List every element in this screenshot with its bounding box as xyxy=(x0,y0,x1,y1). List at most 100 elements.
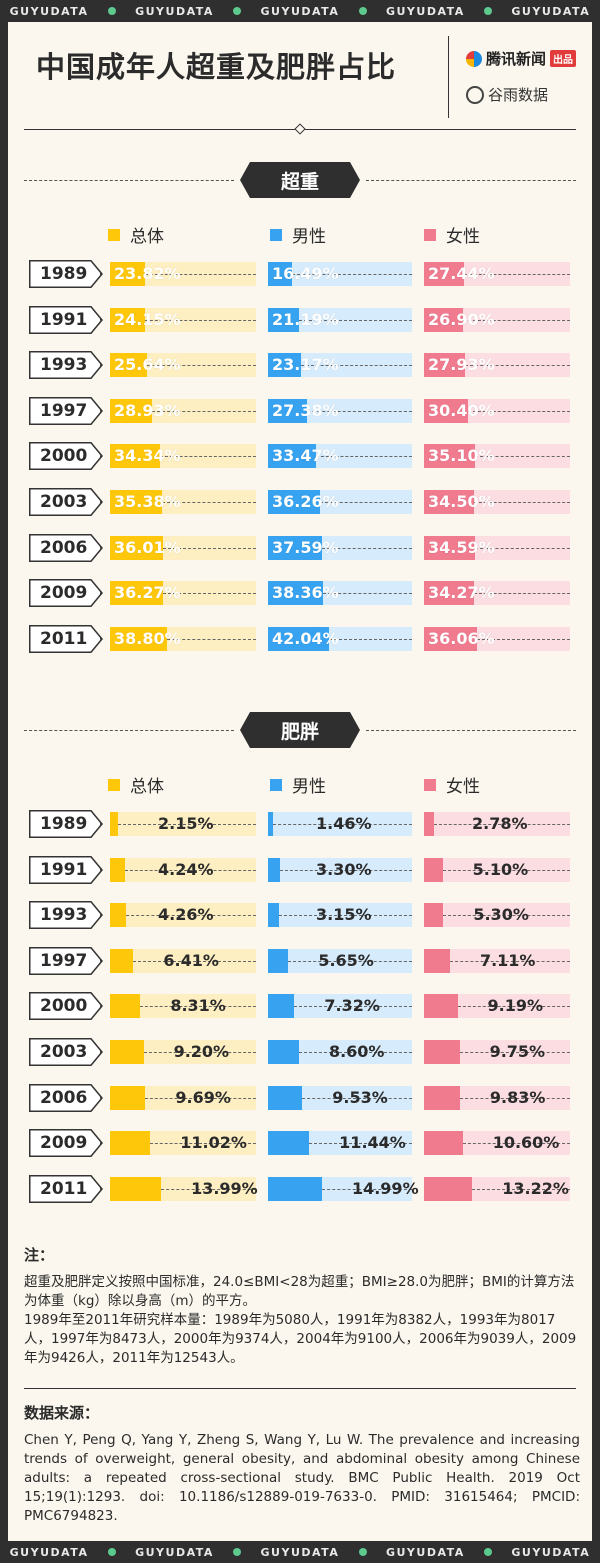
year-tag: 2009 xyxy=(29,579,101,608)
data-label: 13.22% xyxy=(502,1178,569,1198)
obesity-row: 2000 8.31% 7.32% 9.19% xyxy=(0,992,600,1022)
obesity-row: 2009 11.02% 11.44% 10.60% xyxy=(0,1129,600,1159)
bar-obesity-2 xyxy=(424,1176,473,1201)
bar-guide xyxy=(459,1052,570,1053)
overweight-row: 1993 25.64% 23.17% 27.93% xyxy=(0,351,600,381)
year-tag-outline xyxy=(29,488,103,516)
bar-guide xyxy=(125,915,256,917)
overweight-row: 1991 24.15% 21.19% 26.90% xyxy=(0,305,600,336)
brand-primary-label: 腾讯新闻 xyxy=(486,50,547,68)
bar-guide xyxy=(443,915,570,917)
year-tag: 2006 xyxy=(29,533,101,562)
bar-guide xyxy=(143,1052,256,1053)
bar-cell: 7.11% xyxy=(424,948,570,973)
bar-cell: 5.30% xyxy=(424,903,570,928)
bar-obesity-1 xyxy=(268,994,295,1019)
data-label: 1.46% xyxy=(316,814,372,833)
legend-label: 总体 xyxy=(130,777,164,797)
legend-item-obesity: 总体 xyxy=(108,772,164,797)
year-tag-arrow xyxy=(29,901,103,930)
bar-guide xyxy=(323,593,412,595)
year-tag-arrow xyxy=(29,579,103,608)
year-tag: 1991 xyxy=(29,855,101,884)
data-label: 7.11% xyxy=(479,950,536,970)
bar-overweight-1 xyxy=(268,307,299,332)
bar-cell: 9.69% xyxy=(110,1085,256,1110)
bar-guide xyxy=(468,410,570,412)
obesity-row: 2003 9.20% 8.60% 9.75% xyxy=(0,1038,600,1068)
ticker-word: GUYUDATA xyxy=(9,1545,89,1559)
bar-cell: 36.01% xyxy=(110,535,256,560)
ticker-word: GUYUDATA xyxy=(385,1545,465,1559)
bar-obesity-1 xyxy=(268,857,280,882)
year-tag-arrow xyxy=(29,1129,103,1158)
dot-icon xyxy=(233,1548,242,1556)
bar-guide xyxy=(160,456,256,458)
bar-obesity-2 xyxy=(424,948,450,973)
data-label: 36.27% xyxy=(114,583,181,603)
year-tag-outline xyxy=(29,260,103,288)
data-label: 9.20% xyxy=(173,1042,230,1061)
ticker-word: GUYUDATA xyxy=(260,4,340,18)
bar-cell: 9.19% xyxy=(424,994,570,1019)
bar-cell: 1.46% xyxy=(268,812,412,836)
year-tag-arrow xyxy=(29,992,103,1021)
bar-cell: 10.60% xyxy=(424,1131,570,1156)
year-tag-arrow xyxy=(29,260,103,288)
bar-guide xyxy=(294,1006,412,1008)
bar-overweight-1 xyxy=(268,353,302,378)
ticker-word: GUYUDATA xyxy=(511,4,591,18)
year-tag-outline xyxy=(29,855,103,884)
bar-cell: 34.59% xyxy=(424,535,570,560)
legend-swatch xyxy=(108,228,120,241)
data-label: 35.38% xyxy=(114,492,181,511)
bar-guide xyxy=(474,502,570,503)
legend-item-overweight: 总体 xyxy=(108,222,164,247)
legend-swatch xyxy=(270,778,282,791)
page-title: 中国成年人超重及肥胖占比 xyxy=(36,50,397,84)
data-label: 14.99% xyxy=(351,1178,419,1198)
section-rule xyxy=(24,730,234,731)
bar-guide xyxy=(472,1188,570,1190)
bar-guide xyxy=(152,410,256,412)
notes-block: 注： 超重及肥胖定义按照中国标准，24.0≤BMI<28为超重；BMI≥28.0… xyxy=(24,1244,580,1368)
year-tag-outline xyxy=(29,810,103,838)
bar-overweight-1 xyxy=(268,444,317,469)
bar-obesity-2 xyxy=(424,1131,463,1156)
bar-overweight-2 xyxy=(424,262,465,286)
data-label: 34.34% xyxy=(114,446,181,466)
data-label: 7.32% xyxy=(324,996,380,1016)
data-label: 9.19% xyxy=(487,996,544,1016)
bar-obesity-2 xyxy=(424,812,435,836)
bar-cell: 4.24% xyxy=(110,857,256,882)
bar-overweight-1 xyxy=(268,262,292,286)
obesity-section-title: 肥胖 xyxy=(240,712,360,748)
bar-cell: 35.10% xyxy=(424,444,570,469)
bar-obesity-0 xyxy=(110,948,134,973)
overweight-row: 2006 36.01% 37.59% 34.59% xyxy=(0,533,600,564)
overweight-row: 2000 34.34% 33.47% 35.10% xyxy=(0,442,600,472)
brand-primary: 腾讯新闻 出品 xyxy=(466,48,577,69)
legend-item-overweight: 男性 xyxy=(270,222,326,247)
data-label: 42.04% xyxy=(272,628,339,648)
bar-guide xyxy=(476,638,570,640)
bar-obesity-2 xyxy=(424,994,458,1019)
bar-obesity-0 xyxy=(110,1085,146,1110)
bar-cell: 37.59% xyxy=(268,535,412,560)
notes-heading: 注： xyxy=(24,1246,55,1264)
guyu-logo-icon xyxy=(466,85,484,104)
bar-overweight-1 xyxy=(268,490,321,514)
data-label: 6.41% xyxy=(163,950,219,970)
year-tag-outline xyxy=(29,624,103,653)
year-tag-arrow xyxy=(29,1174,103,1203)
year-tag-arrow xyxy=(29,396,103,425)
data-label: 38.80% xyxy=(114,628,181,648)
bar-guide xyxy=(117,824,256,825)
overweight-section-title: 超重 xyxy=(240,162,360,198)
bar-cell: 42.04% xyxy=(268,626,412,651)
year-tag-outline xyxy=(29,1083,103,1112)
data-label: 36.01% xyxy=(114,537,181,557)
ticker-word: GUYUDATA xyxy=(385,4,465,18)
data-label: 25.64% xyxy=(114,355,181,375)
bar-cell: 38.36% xyxy=(268,581,412,606)
